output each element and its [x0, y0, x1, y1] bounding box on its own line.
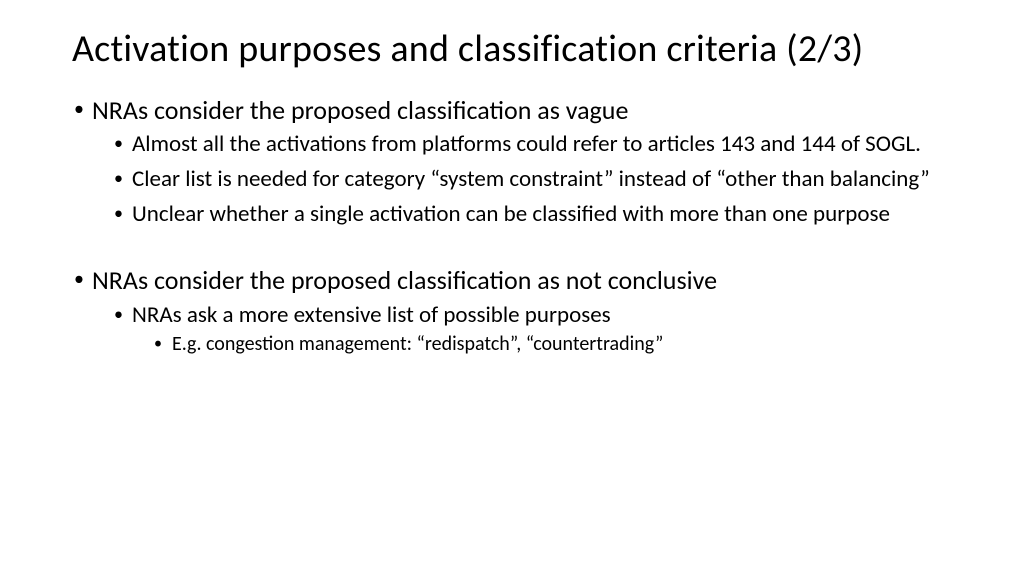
bullet-sublist: NRAs ask a more extensive list of possib…: [132, 301, 964, 357]
bullet-list: NRAs consider the proposed classificatio…: [92, 264, 964, 356]
bullet-text: E.g. congestion management: “redispatch”…: [172, 332, 663, 356]
bullet-lvl2: Almost all the activations from platform…: [132, 130, 964, 159]
bullet-text: NRAs consider the proposed classificatio…: [92, 264, 717, 296]
bullet-lvl2: Unclear whether a single activation can …: [132, 200, 964, 229]
bullet-text: Almost all the activations from platform…: [132, 130, 921, 158]
slide: Activation purposes and classification c…: [0, 0, 1024, 576]
bullet-sublist: Almost all the activations from platform…: [132, 130, 964, 228]
bullet-lvl2: NRAs ask a more extensive list of possib…: [132, 301, 964, 357]
bullet-lvl2: Clear list is needed for category “syste…: [132, 165, 964, 194]
bullet-text: Unclear whether a single activation can …: [132, 200, 890, 228]
spacer: [72, 234, 964, 264]
bullet-list: NRAs consider the proposed classificatio…: [92, 94, 964, 229]
bullet-lvl1: NRAs consider the proposed classificatio…: [92, 264, 964, 356]
bullet-sublist: E.g. congestion management: “redispatch”…: [172, 332, 964, 357]
bullet-text: Clear list is needed for category “syste…: [132, 165, 930, 193]
bullet-text: NRAs ask a more extensive list of possib…: [132, 301, 611, 329]
slide-title: Activation purposes and classification c…: [72, 28, 964, 72]
bullet-lvl1: NRAs consider the proposed classificatio…: [92, 94, 964, 229]
bullet-lvl3: E.g. congestion management: “redispatch”…: [172, 332, 964, 357]
bullet-text: NRAs consider the proposed classificatio…: [92, 94, 628, 126]
